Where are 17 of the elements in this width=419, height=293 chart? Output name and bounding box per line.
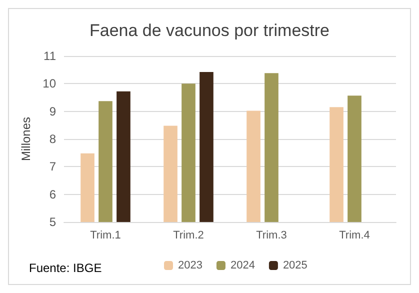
- x-tick-label: Trim.1: [90, 230, 121, 242]
- y-tick-label: 9: [49, 104, 56, 118]
- y-axis-title: Millones: [18, 116, 33, 162]
- y-tick-label: 7: [49, 160, 56, 174]
- y-tick-label: 5: [49, 215, 56, 229]
- x-tick-label: Trim.3: [256, 230, 287, 242]
- y-tick-label: 8: [49, 132, 56, 146]
- x-tick-label: Trim.4: [339, 230, 370, 242]
- legend-label: 2023: [178, 260, 202, 272]
- chart-title: Faena de vacunos por trimestre: [89, 21, 330, 40]
- legend-label: 2024: [230, 260, 255, 272]
- y-tick-label: 10: [42, 76, 56, 91]
- source-note: Fuente: IBGE: [29, 261, 102, 275]
- y-tick-label: 6: [49, 187, 56, 202]
- legend-label: 2025: [282, 260, 308, 272]
- y-tick-label: 11: [44, 49, 56, 63]
- x-tick-label: Trim.2: [173, 230, 204, 242]
